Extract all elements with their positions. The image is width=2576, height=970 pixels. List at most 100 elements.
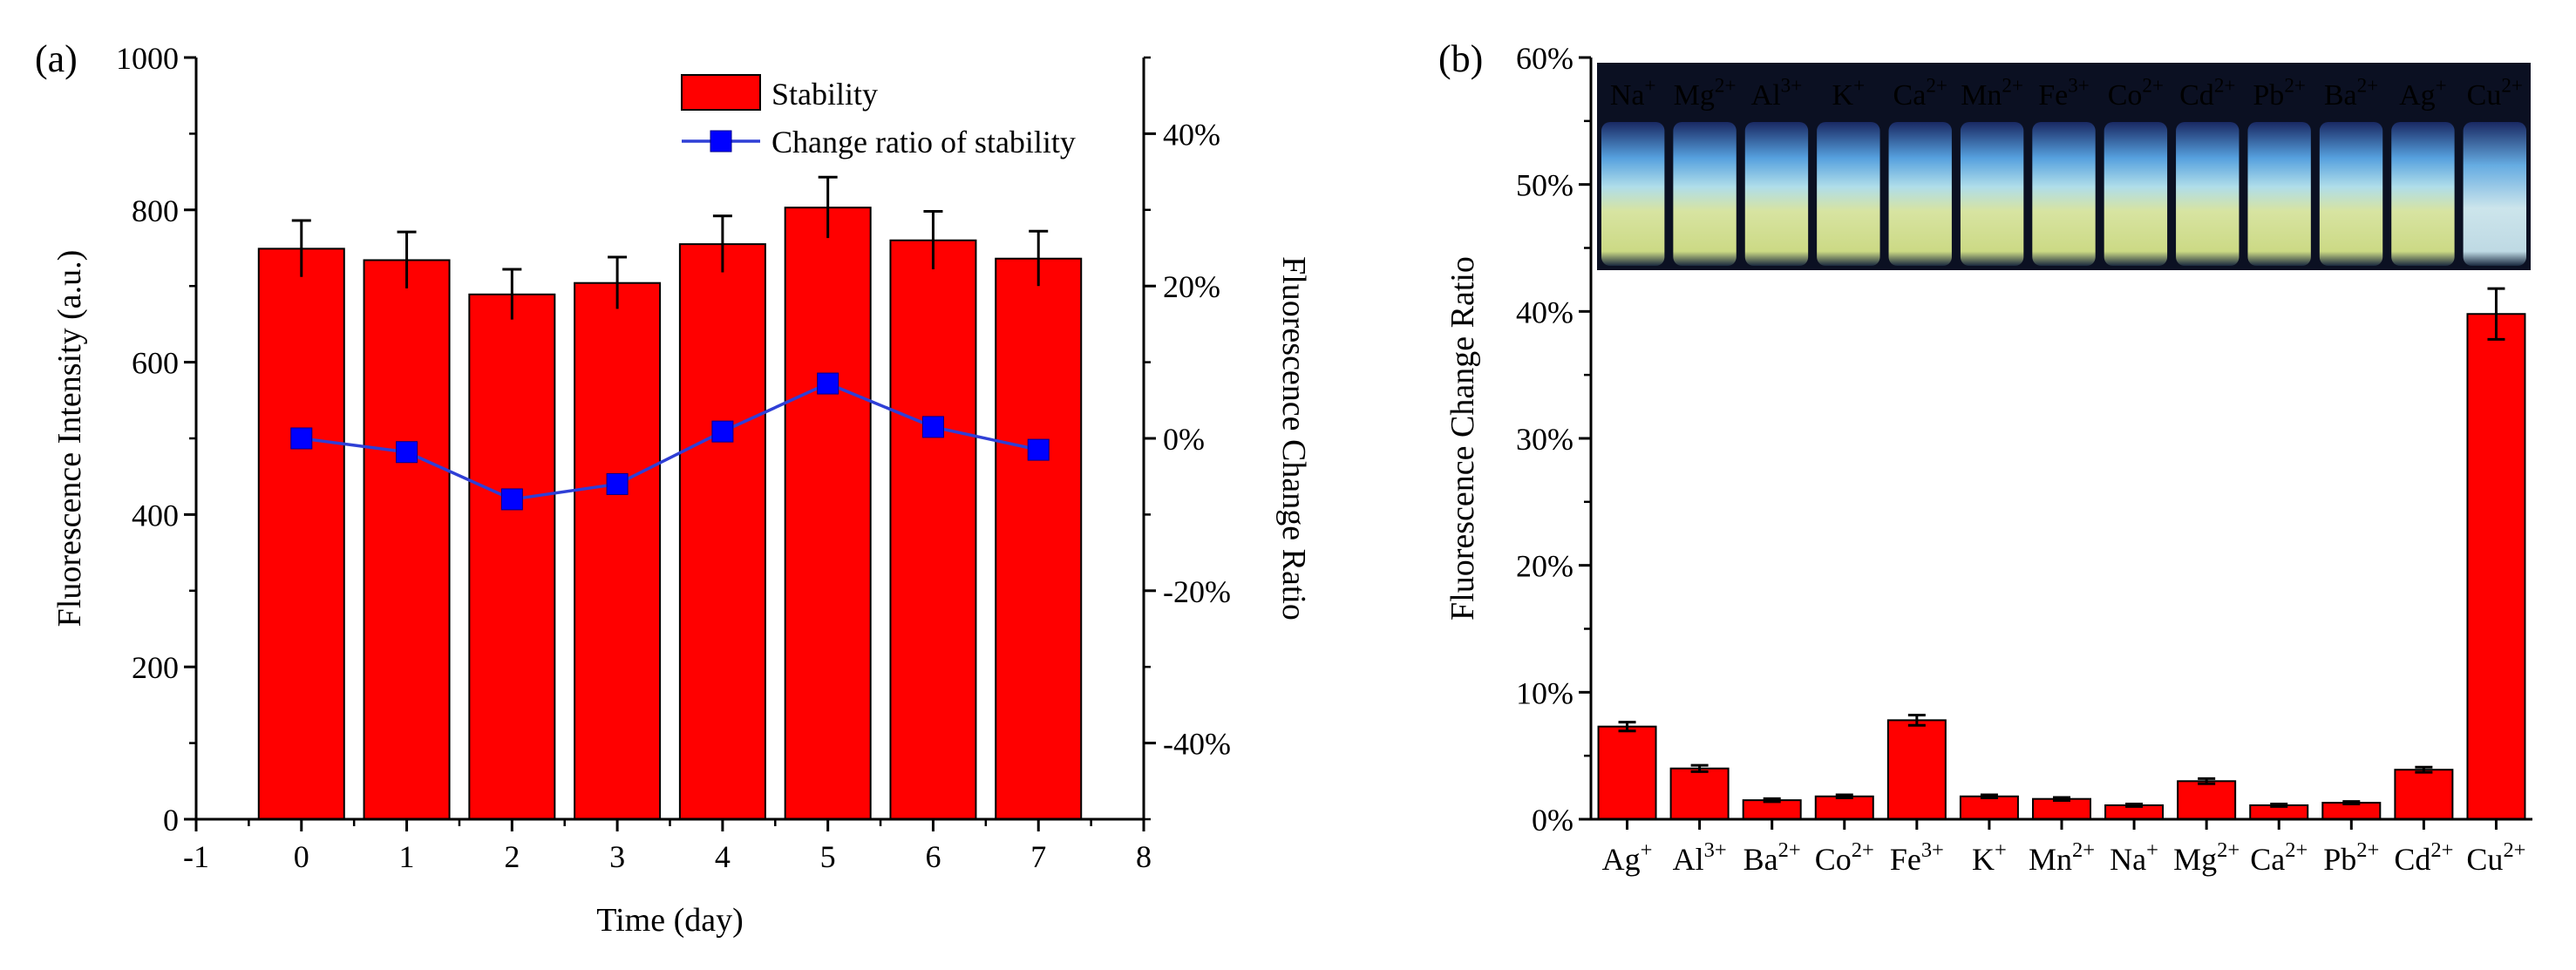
legend-marker-swatch — [710, 130, 732, 153]
ratio-bar — [2032, 797, 2091, 821]
legend-stability-label: Stability — [771, 77, 878, 112]
legend-stability-swatch — [681, 74, 761, 111]
y-tick-label: 60% — [1516, 41, 1573, 76]
panel-a-label: (a) — [35, 37, 78, 80]
y-axis-label: Fluorescence Change Ratio — [1444, 256, 1481, 621]
change-ratio-marker — [817, 372, 839, 395]
y-tick-label: 40% — [1516, 295, 1573, 329]
x-tick-label: 7 — [1030, 839, 1046, 874]
y-axis-label: Fluorescence Intensity (a.u.) — [51, 250, 88, 627]
inset-vial-label: Cd2+ — [2179, 75, 2235, 112]
inset-vial-label: Fe3+ — [2038, 75, 2090, 112]
vial — [2247, 122, 2311, 266]
x-tick-label: Cu2+ — [2466, 838, 2525, 877]
change-ratio-marker — [396, 441, 418, 464]
ratio-bar — [2177, 780, 2237, 820]
x-tick-label: K+ — [1972, 838, 2007, 877]
x-tick-label: 3 — [609, 839, 625, 874]
x-tick-label: Pb2+ — [2323, 838, 2379, 877]
vial — [2319, 122, 2383, 266]
change-ratio-marker — [500, 488, 523, 511]
change-ratio-marker — [711, 420, 734, 443]
x-tick-label: 8 — [1136, 839, 1152, 874]
ratio-bar — [1886, 719, 1947, 821]
ratio-bar — [2394, 769, 2454, 821]
x-tick-label: Mn2+ — [2029, 838, 2095, 877]
x-tick-label: Ag+ — [1602, 838, 1653, 877]
ratio-bar — [1814, 795, 1874, 821]
x-tick-label: 5 — [820, 839, 836, 874]
vial — [2176, 122, 2240, 266]
x-tick-label: Mg2+ — [2173, 838, 2240, 877]
y-tick-label: 1000 — [116, 41, 179, 76]
x-tick-label: Cd2+ — [2394, 838, 2453, 877]
inset-vial-label: Pb2+ — [2253, 75, 2306, 112]
y2-tick-label: 20% — [1163, 269, 1220, 304]
inset-vial-label: Ba2+ — [2324, 75, 2378, 112]
vial — [1744, 122, 1809, 266]
stability-bar — [363, 259, 451, 820]
y2-tick-label: -20% — [1163, 574, 1231, 609]
stability-bar — [995, 257, 1083, 820]
inset-vial-label: Al3+ — [1751, 75, 1803, 112]
y-tick-label: 20% — [1516, 549, 1573, 584]
x-tick-label: 2 — [504, 839, 520, 874]
change-ratio-marker — [921, 416, 944, 438]
y-tick-label: 30% — [1516, 422, 1573, 457]
vial — [1888, 122, 1952, 266]
inset-vial-label: K+ — [1832, 75, 1866, 112]
y-tick-label: 800 — [132, 193, 179, 228]
change-ratio-line — [301, 382, 1039, 501]
x-tick-label: Ca2+ — [2250, 838, 2308, 877]
vial — [1673, 122, 1737, 266]
legend-change-ratio-label: Change ratio of stability — [771, 125, 1076, 159]
ratio-bar — [1742, 799, 1802, 821]
legend: Stability Change ratio of stability — [681, 74, 1076, 159]
ratio-bar — [1597, 725, 1657, 820]
y2-axis-label: Fluorescence Change Ratio — [1275, 256, 1312, 621]
inset-vial-label: Mn2+ — [1961, 75, 2023, 112]
x-tick-label: -1 — [183, 839, 209, 874]
change-ratio-marker — [606, 472, 629, 495]
ratio-bar — [1959, 795, 2019, 821]
y-tick-label: 0% — [1532, 803, 1573, 838]
x-tick-label: 1 — [399, 839, 415, 874]
vial — [1960, 122, 2024, 266]
x-tick-label: Ba2+ — [1743, 838, 1801, 877]
x-tick-label: Na+ — [2110, 838, 2158, 877]
x-tick-label: Al3+ — [1673, 838, 1727, 877]
y-tick-label: 400 — [132, 498, 179, 532]
stability-bar — [468, 293, 556, 820]
x-axis-label: Time (day) — [596, 902, 744, 939]
stability-bar — [574, 282, 662, 821]
ratio-bar — [1669, 767, 1730, 821]
x-tick-label: 6 — [925, 839, 941, 874]
ratio-bar — [2466, 313, 2526, 821]
vial — [1817, 122, 1880, 266]
y-tick-label: 200 — [132, 650, 179, 685]
inset-vial-label: Na+ — [1610, 75, 1656, 112]
change-ratio-marker — [290, 427, 313, 450]
inset-photo: Na+ Mg2+ Al3+ K+ Ca2+ Mn2+ Fe3+ Co2+ Cd2+ Pb2+ Ba2… — [1597, 63, 2531, 270]
vial — [2032, 122, 2096, 266]
vial — [2463, 122, 2526, 266]
vial — [2391, 122, 2455, 266]
stability-bar — [257, 248, 345, 820]
inset-vial-label: Cu2+ — [2467, 75, 2523, 112]
panel-b-chart: (b) Na+ Mg2+ Al3+ K+ Ca2+ Mn2+ Fe3+ Co2+ Cd2+ Pb2+… — [1438, 37, 2532, 877]
vial — [1601, 122, 1665, 266]
y-tick-label: 50% — [1516, 168, 1573, 203]
stability-bar — [678, 243, 766, 820]
stability-bar — [889, 239, 977, 820]
inset-vial-label: Ag+ — [2399, 75, 2447, 112]
x-tick-label: Co2+ — [1815, 838, 1874, 877]
y2-tick-label: 0% — [1163, 422, 1205, 457]
y2-tick-label: -40% — [1163, 727, 1231, 762]
change-ratio-marker — [1027, 438, 1050, 461]
panel-b-label: (b) — [1438, 37, 1483, 80]
inset-vial-label: Ca2+ — [1893, 75, 1947, 112]
y-tick-label: 600 — [132, 346, 179, 381]
inset-vial-label: Co2+ — [2108, 75, 2164, 112]
